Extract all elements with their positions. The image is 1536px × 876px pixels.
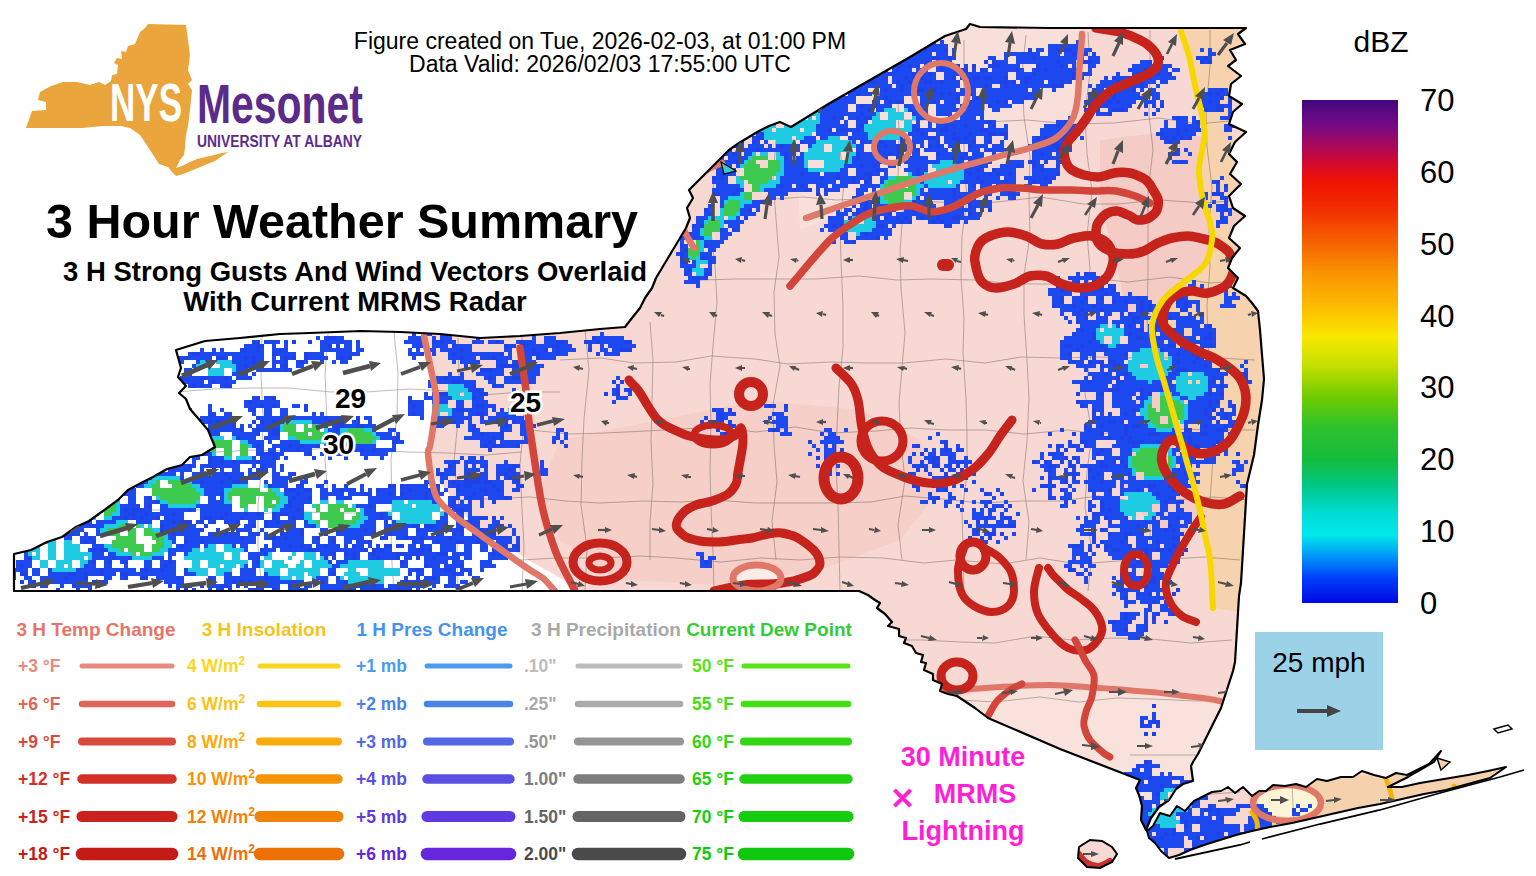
svg-text:70: 70 [1420,83,1454,118]
svg-text:3 H Strong Gusts And Wind Vect: 3 H Strong Gusts And Wind Vectors Overla… [63,256,647,287]
svg-text:+4 mb: +4 mb [356,769,407,789]
svg-text:14 W/m2: 14 W/m2 [187,842,255,864]
svg-text:2.00": 2.00" [524,844,566,864]
svg-text:3 H Temp Change: 3 H Temp Change [16,619,175,640]
svg-text:70 °F: 70 °F [692,807,734,827]
svg-text:+18 °F: +18 °F [18,844,71,864]
svg-text:6 W/m2: 6 W/m2 [187,692,246,714]
svg-text:Lightning: Lightning [902,816,1025,846]
svg-text:+15 °F: +15 °F [18,807,71,827]
svg-text:+3 °F: +3 °F [18,656,61,676]
svg-text:4 W/m2: 4 W/m2 [187,654,246,676]
svg-text:0: 0 [1420,586,1437,621]
svg-text:3 H Precipitation: 3 H Precipitation [531,619,681,640]
svg-text:25: 25 [510,387,541,418]
svg-text:1 H Pres Change: 1 H Pres Change [357,619,508,640]
svg-text:20: 20 [1420,442,1454,477]
svg-text:29: 29 [335,383,366,414]
svg-text:10: 10 [1420,514,1454,549]
svg-text:+3 mb: +3 mb [356,732,407,752]
svg-text:8 W/m2: 8 W/m2 [187,730,246,752]
svg-text:UNIVERSITY AT ALBANY: UNIVERSITY AT ALBANY [197,133,362,150]
svg-text:.50": .50" [524,732,557,752]
svg-text:30: 30 [1420,370,1454,405]
svg-text:Current Dew Point: Current Dew Point [686,619,852,640]
svg-text:3 Hour Weather Summary: 3 Hour Weather Summary [46,194,638,248]
svg-text:60 °F: 60 °F [692,732,734,752]
svg-text:+12 °F: +12 °F [18,769,71,789]
svg-text:+6 mb: +6 mb [356,844,407,864]
svg-text:Mesonet: Mesonet [197,73,363,135]
svg-text:25 mph: 25 mph [1272,647,1365,678]
svg-text:With Current MRMS Radar: With Current MRMS Radar [183,286,527,317]
svg-text:+1 mb: +1 mb [356,656,407,676]
svg-text:+5 mb: +5 mb [356,807,407,827]
svg-text:1.00": 1.00" [524,769,566,789]
svg-text:65 °F: 65 °F [692,769,734,789]
svg-text:MRMS: MRMS [934,779,1017,809]
svg-text:55 °F: 55 °F [692,694,734,714]
svg-text:+2 mb: +2 mb [356,694,407,714]
svg-text:30: 30 [323,429,354,460]
svg-text:.25": .25" [524,694,557,714]
svg-text:+9 °F: +9 °F [18,732,61,752]
svg-text:50: 50 [1420,227,1454,262]
svg-text:12 W/m2: 12 W/m2 [187,805,255,827]
svg-text:60: 60 [1420,155,1454,190]
svg-text:30 Minute: 30 Minute [901,742,1026,772]
svg-text:dBZ: dBZ [1353,25,1408,58]
svg-text:10 W/m2: 10 W/m2 [187,767,255,789]
svg-text:1.50": 1.50" [524,807,566,827]
svg-text:✕: ✕ [890,782,915,815]
svg-text:NYS: NYS [110,72,182,132]
svg-text:.10": .10" [524,656,557,676]
svg-text:+6 °F: +6 °F [18,694,61,714]
svg-text:40: 40 [1420,299,1454,334]
svg-text:75 °F: 75 °F [692,844,734,864]
svg-text:3 H Insolation: 3 H Insolation [202,619,327,640]
svg-text:Data Valid: 2026/02/03 17:55:0: Data Valid: 2026/02/03 17:55:00 UTC [409,51,791,77]
svg-text:50 °F: 50 °F [692,656,734,676]
